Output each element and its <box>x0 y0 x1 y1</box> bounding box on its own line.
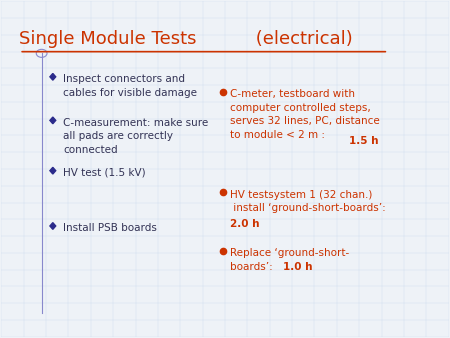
Polygon shape <box>50 73 56 80</box>
Text: (electrical): (electrical) <box>250 30 352 48</box>
Polygon shape <box>50 167 56 174</box>
Text: Replace ‘ground-short-
boards’:: Replace ‘ground-short- boards’: <box>230 248 350 272</box>
Text: 1.5 h: 1.5 h <box>349 137 378 146</box>
Text: Single Module Tests: Single Module Tests <box>19 30 197 48</box>
Text: Inspect connectors and
cables for visible damage: Inspect connectors and cables for visibl… <box>63 74 197 98</box>
Text: 1.0 h: 1.0 h <box>283 262 313 272</box>
Text: Install PSB boards: Install PSB boards <box>63 223 157 233</box>
Text: C-meter, testboard with
computer controlled steps,
serves 32 lines, PC, distance: C-meter, testboard with computer control… <box>230 89 380 140</box>
Text: 2.0 h: 2.0 h <box>230 219 260 228</box>
Polygon shape <box>50 117 56 124</box>
Text: C-measurement: make sure
all pads are correctly
connected: C-measurement: make sure all pads are co… <box>63 118 208 155</box>
Text: HV testsystem 1 (32 chan.)
 install ‘ground-short-boards’:: HV testsystem 1 (32 chan.) install ‘grou… <box>230 190 386 213</box>
Polygon shape <box>50 223 56 230</box>
Text: HV test (1.5 kV): HV test (1.5 kV) <box>63 168 146 178</box>
